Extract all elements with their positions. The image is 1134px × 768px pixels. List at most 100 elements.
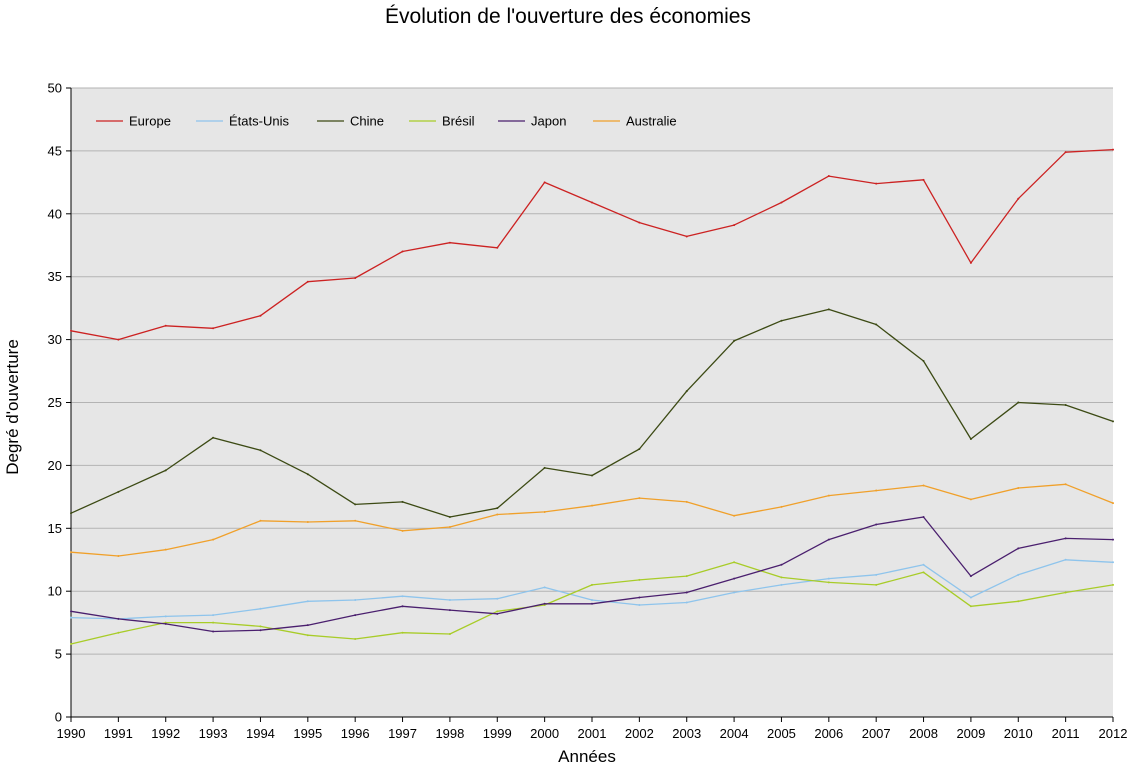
data-point-États-Unis-2001 [591, 599, 593, 602]
x-tick-label-2011: 2011 [1052, 726, 1080, 741]
data-point-États-Unis-2000 [543, 586, 546, 589]
data-point-Australie-2009 [969, 498, 972, 501]
chart-title: Évolution de l'ouverture des économies [385, 5, 751, 28]
x-tick-label-1999: 1999 [483, 726, 512, 741]
data-point-Europe-2000 [543, 181, 546, 184]
x-tick-label-2006: 2006 [814, 726, 843, 741]
series-lines [70, 148, 1114, 646]
data-point-Japon-2003 [685, 591, 688, 594]
data-point-États-Unis-2012 [1112, 561, 1114, 564]
data-point-Australie-2011 [1064, 483, 1067, 486]
data-point-États-Unis-2008 [922, 563, 925, 566]
data-point-Chine-2011 [1064, 404, 1067, 407]
y-tick-label-15: 15 [48, 521, 62, 536]
legend-label-Europe: Europe [129, 114, 171, 129]
data-point-Australie-2006 [827, 494, 830, 497]
legend-label-Brésil: Brésil [442, 114, 475, 129]
data-point-Chine-2004 [733, 339, 736, 342]
data-point-États-Unis-2003 [685, 601, 688, 604]
x-tick-label-1994: 1994 [246, 726, 275, 741]
data-point-Australie-1994 [259, 519, 262, 522]
x-tick-label-1996: 1996 [341, 726, 370, 741]
gridlines [71, 87, 1113, 655]
y-tick-label-45: 45 [48, 143, 62, 158]
data-point-Japon-1995 [306, 624, 309, 627]
data-point-Chine-1993 [212, 436, 215, 439]
data-point-Japon-2004 [733, 577, 736, 580]
legend-label-Chine: Chine [350, 114, 384, 129]
data-point-Europe-2005 [780, 201, 783, 204]
data-point-Europe-2008 [922, 178, 925, 181]
x-tick-label-2000: 2000 [530, 726, 559, 741]
data-point-Chine-1996 [354, 503, 357, 506]
data-point-Chine-1995 [306, 473, 309, 476]
data-point-Brésil-1999 [496, 610, 499, 613]
data-point-Australie-1993 [212, 538, 215, 541]
data-point-Australie-2003 [685, 500, 688, 503]
data-point-Japon-2002 [638, 596, 641, 599]
data-point-Brésil-1990 [70, 643, 72, 646]
data-point-Japon-2009 [969, 575, 972, 578]
series-Brésil [70, 561, 1114, 646]
x-tick-label-1990: 1990 [57, 726, 86, 741]
data-point-Europe-1993 [212, 327, 215, 330]
legend-label-Japon: Japon [531, 114, 566, 129]
y-tick-label-20: 20 [48, 458, 62, 473]
data-point-Australie-1995 [306, 521, 309, 524]
data-point-Chine-2008 [922, 359, 925, 362]
data-point-Japon-2005 [780, 563, 783, 566]
data-point-Australie-2007 [875, 489, 878, 492]
data-point-Japon-2010 [1017, 547, 1020, 550]
series-Australie [70, 483, 1114, 557]
x-tick-label-2010: 2010 [1004, 726, 1033, 741]
data-point-Europe-2002 [638, 221, 641, 224]
data-point-Japon-2007 [875, 523, 878, 526]
data-point-Chine-2012 [1112, 420, 1114, 423]
x-tick-label-2001: 2001 [578, 726, 607, 741]
data-point-États-Unis-2010 [1017, 573, 1020, 576]
data-point-États-Unis-1999 [496, 597, 499, 600]
data-point-Australie-2004 [733, 514, 736, 517]
data-point-Europe-2006 [827, 175, 830, 178]
x-tick-label-2012: 2012 [1099, 726, 1128, 741]
series-États-Unis [70, 558, 1114, 620]
data-point-Europe-2012 [1112, 148, 1114, 151]
data-point-Australie-2005 [780, 505, 783, 508]
data-point-Brésil-1998 [448, 632, 451, 635]
y-tick-label-30: 30 [48, 332, 62, 347]
data-point-Japon-1994 [259, 629, 262, 632]
data-point-Japon-1999 [496, 612, 499, 615]
data-point-Brésil-2001 [591, 583, 593, 586]
data-point-Europe-1998 [448, 241, 451, 244]
data-point-Australie-1998 [448, 526, 451, 529]
data-point-Japon-2006 [827, 538, 830, 541]
data-point-Japon-1990 [70, 610, 72, 613]
data-point-Brésil-2009 [969, 605, 972, 608]
y-tick-label-0: 0 [55, 710, 62, 725]
data-point-Brésil-1996 [354, 638, 357, 641]
data-point-Brésil-2004 [733, 561, 736, 564]
x-tick-label-2002: 2002 [625, 726, 654, 741]
data-point-Europe-2010 [1017, 197, 1020, 200]
data-point-Europe-1995 [306, 280, 309, 283]
data-point-Chine-2007 [875, 323, 878, 326]
data-point-États-Unis-2009 [969, 596, 972, 599]
x-tick-label-1997: 1997 [388, 726, 417, 741]
data-point-Australie-1992 [164, 548, 167, 551]
data-point-Australie-1991 [117, 554, 120, 557]
data-point-Australie-1999 [496, 513, 499, 516]
data-point-Japon-1998 [448, 609, 451, 612]
data-point-États-Unis-1998 [448, 599, 451, 602]
data-point-Japon-2001 [591, 602, 593, 605]
x-tick-label-1991: 1991 [104, 726, 133, 741]
data-point-États-Unis-1995 [306, 600, 309, 603]
data-point-Brésil-1994 [259, 625, 262, 628]
data-point-Australie-1996 [354, 519, 357, 522]
data-point-Australie-2000 [543, 510, 546, 513]
x-tick-label-1998: 1998 [435, 726, 464, 741]
x-tick-label-2003: 2003 [672, 726, 701, 741]
data-point-Brésil-2012 [1112, 583, 1114, 586]
x-tick-label-1995: 1995 [293, 726, 322, 741]
data-point-Europe-1996 [354, 276, 357, 279]
